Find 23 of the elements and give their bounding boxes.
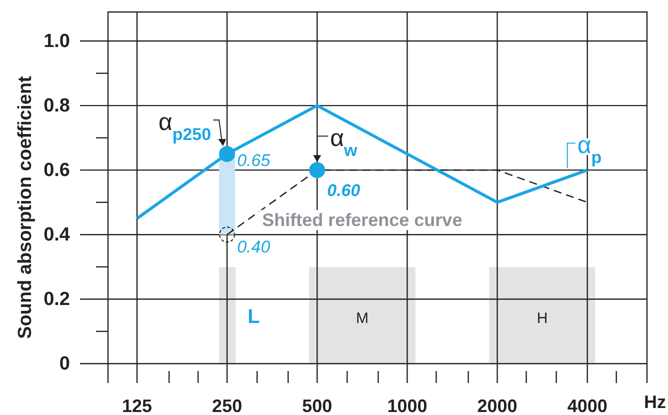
x-tick-label: 250: [212, 396, 242, 415]
data-label: 0.60: [327, 181, 361, 200]
x-tick-label: 2000: [477, 396, 518, 415]
data-label: 0.65: [237, 150, 271, 170]
y-tick-label: 0: [59, 354, 70, 375]
band-label: H: [536, 310, 548, 328]
x-axis-title: Hz: [644, 392, 666, 412]
x-tick-label: 4000: [567, 396, 608, 415]
y-tick-label: 0.6: [44, 160, 70, 182]
annotation: α$_{w}$: [330, 125, 358, 160]
y-tick-label: 1.0: [44, 31, 70, 52]
y-tick-label: 0.2: [44, 289, 70, 310]
series-label: Shifted reference curve: [262, 210, 462, 230]
y-axis-title: Sound absorption coefficient: [15, 75, 36, 339]
data-label: 0.40: [237, 238, 271, 257]
band-label: M: [356, 310, 368, 328]
annotation: α$_{p250}$: [158, 108, 212, 144]
x-tick-label: 500: [302, 396, 332, 415]
x-tick-label: 1000: [387, 396, 428, 415]
y-tick-label: 0.8: [44, 96, 70, 117]
x-tick-label: 125: [122, 396, 152, 415]
y-tick-label: 0.4: [44, 224, 70, 246]
band-label: L: [248, 306, 260, 328]
